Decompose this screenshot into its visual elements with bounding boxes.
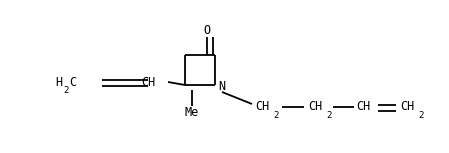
Text: CH: CH [356,101,370,114]
Text: H: H [55,75,62,88]
Text: CH: CH [255,101,269,114]
Text: C: C [69,75,76,88]
Text: 2: 2 [273,111,278,120]
Text: 2: 2 [63,86,68,95]
Text: N: N [218,80,225,93]
Text: 2: 2 [418,111,423,120]
Text: O: O [203,24,211,37]
Text: CH: CH [308,101,322,114]
Text: CH: CH [141,75,155,88]
Text: 2: 2 [326,111,331,120]
Text: Me: Me [185,106,199,119]
Text: CH: CH [400,101,414,114]
